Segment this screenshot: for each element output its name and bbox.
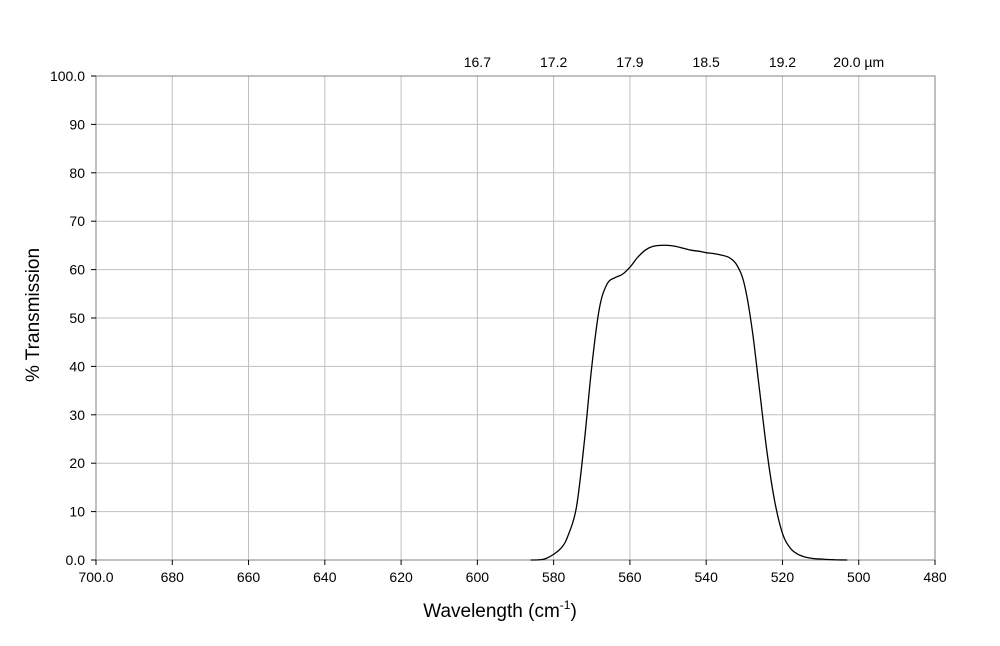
x-tick-label: 680: [161, 569, 185, 585]
y-tick-labels: 0.0 10 20 30 40 50 60 70 80 90 100.0: [50, 68, 85, 568]
top-axis-label: 16.7: [464, 54, 491, 70]
x-tick-label: 540: [695, 569, 719, 585]
x-tick-label: 700.0: [78, 569, 113, 585]
x-tick-labels: 700.0 680 660 640 620 600 580 560 540 520 500 480: [78, 569, 946, 585]
x-tick-label: 580: [542, 569, 566, 585]
x-tick-label: 640: [313, 569, 337, 585]
x-tick-label: 600: [466, 569, 490, 585]
y-tick-label: 60: [69, 262, 85, 278]
y-tick-label: 50: [69, 310, 85, 326]
y-tick-label: 30: [69, 407, 85, 423]
y-axis-title: % Transmission: [23, 248, 44, 382]
top-axis-label: 19.2: [769, 54, 796, 70]
tick-marks: [91, 75, 936, 565]
y-tick-label: 40: [69, 358, 85, 374]
x-tick-label: 520: [771, 569, 795, 585]
y-tick-label: 10: [69, 504, 85, 520]
y-tick-label: 70: [69, 213, 85, 229]
x-tick-label: 480: [923, 569, 947, 585]
x-tick-label: 660: [237, 569, 261, 585]
top-axis-label: 18.5: [693, 54, 720, 70]
top-axis-label: 20.0 µm: [833, 54, 884, 70]
grid-lines: [95, 75, 936, 561]
series-line: [530, 244, 848, 561]
y-tick-label: 90: [69, 116, 85, 132]
y-tick-label: 0.0: [66, 552, 86, 568]
top-axis-label: 17.9: [616, 54, 643, 70]
top-axis-labels: 16.7 17.2 17.9 18.5 19.2 20.0 µm: [464, 54, 884, 70]
x-tick-label: 620: [389, 569, 413, 585]
x-tick-label: 560: [618, 569, 642, 585]
y-tick-label: 100.0: [50, 68, 85, 84]
y-tick-label: 80: [69, 165, 85, 181]
y-tick-label: 20: [69, 455, 85, 471]
top-axis-label: 17.2: [540, 54, 567, 70]
x-axis-title: Wavelength (cm-1): [423, 598, 577, 622]
x-tick-label: 500: [847, 569, 871, 585]
